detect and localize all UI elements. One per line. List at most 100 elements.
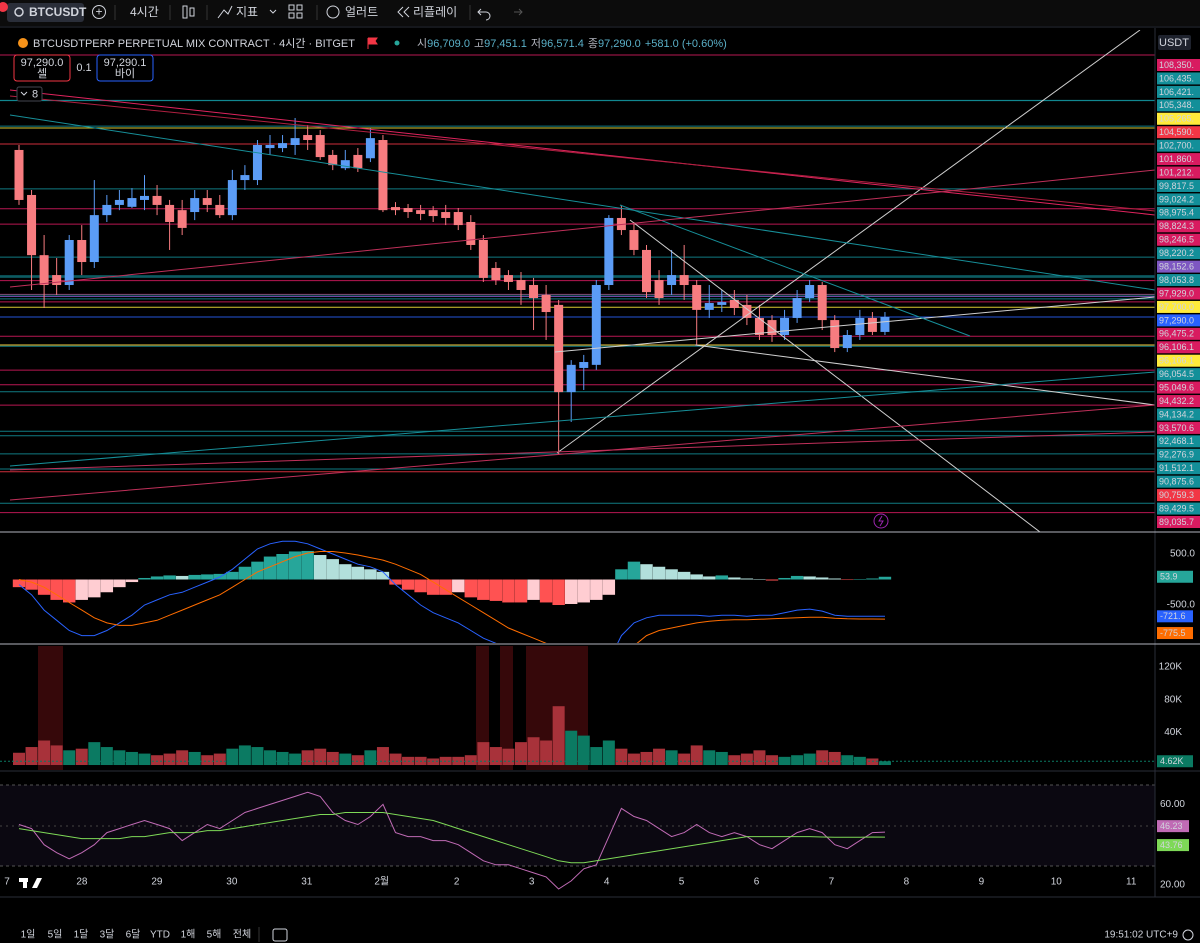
candle-body <box>52 275 62 286</box>
candle-body <box>792 298 802 318</box>
volume-bar <box>364 750 377 766</box>
macd-histogram-bar <box>163 575 176 580</box>
price-label-bg <box>1157 314 1200 327</box>
event-icon[interactable] <box>873 513 889 529</box>
x-tick-label: 4 <box>604 877 610 888</box>
price-label-bg <box>1157 72 1200 85</box>
trendline[interactable] <box>619 204 971 337</box>
redo[interactable] <box>514 8 523 16</box>
range-button[interactable]: 5해 <box>207 928 222 941</box>
candle-body <box>140 195 149 200</box>
price-label-bg <box>1157 368 1200 381</box>
undo[interactable] <box>477 8 491 21</box>
flag[interactable] <box>367 37 378 49</box>
volume-bar <box>627 753 640 766</box>
trendline[interactable] <box>9 431 1155 471</box>
logo-part <box>23 878 27 888</box>
add-symbol[interactable] <box>92 5 106 19</box>
symbol-box[interactable] <box>7 3 84 22</box>
candle-body <box>14 149 24 200</box>
range-button[interactable]: 1달 <box>74 929 89 941</box>
macd-histogram-bar <box>50 579 63 600</box>
trendline[interactable] <box>9 89 1155 216</box>
macd-histogram-bar <box>288 551 302 580</box>
volume-bar <box>615 748 628 766</box>
indicators[interactable]: 지표 <box>236 5 258 19</box>
trendline[interactable] <box>9 371 1155 467</box>
macd-histogram-bar <box>627 561 641 580</box>
chart-type-icon[interactable] <box>182 5 188 19</box>
interval[interactable]: 4시간 <box>130 5 159 19</box>
calendar-icon[interactable] <box>272 928 288 942</box>
layout-icon <box>288 12 295 19</box>
volume-bar <box>251 747 264 766</box>
currency-box[interactable] <box>1158 35 1191 50</box>
trendline[interactable] <box>694 344 1155 406</box>
sell-label[interactable]: 셀 <box>37 67 47 80</box>
range-button[interactable]: YTD <box>150 930 170 941</box>
trendline[interactable] <box>9 114 1155 291</box>
macd-histogram-bar <box>63 579 76 603</box>
range-button[interactable]: 5일 <box>48 929 63 941</box>
volume-bar <box>552 706 565 766</box>
candle-body <box>742 304 752 318</box>
price-label-bg <box>1157 166 1200 179</box>
dropdown-icon[interactable] <box>269 9 277 14</box>
candle-body <box>77 239 87 263</box>
value-label-bg <box>1157 627 1193 640</box>
trendline[interactable] <box>554 296 1155 353</box>
price-label: 98,824.3 <box>1159 221 1194 231</box>
symbol[interactable]: BTCUSDT <box>29 5 87 19</box>
price-label: 93,570.6 <box>1159 423 1194 433</box>
candle-body <box>466 221 476 245</box>
range-button[interactable]: 3달 <box>100 929 115 941</box>
price-label-bg <box>1157 99 1200 112</box>
candle-body <box>89 215 99 263</box>
volume-bar <box>452 756 465 766</box>
sell-price[interactable]: 97,290.0 <box>21 57 64 69</box>
trendline[interactable] <box>556 30 1141 454</box>
price-label-bg <box>1157 354 1200 367</box>
range-button[interactable]: 전체 <box>233 929 251 941</box>
layout-icon <box>296 4 303 11</box>
price-label-bg <box>1157 206 1200 219</box>
price-label: 108,350. <box>1159 60 1194 70</box>
price-label-bg <box>1157 502 1200 515</box>
range-button[interactable]: 1일 <box>21 929 36 941</box>
indicator-toggle[interactable] <box>16 86 43 102</box>
x-tick-label: 8 <box>904 877 910 888</box>
buy-button[interactable] <box>96 54 154 82</box>
alert[interactable]: 얼러트 <box>345 5 378 19</box>
replay[interactable]: 리플레이 <box>413 5 457 19</box>
trendline[interactable] <box>9 404 1155 501</box>
trendline[interactable] <box>9 169 1155 288</box>
bottom-bar: 1일 5일 1달 3달 6달 YTD 1해 5해 전체 19:51:02 UTC+9 <box>0 921 1200 943</box>
price-label-bg <box>1157 247 1200 260</box>
macd-histogram-bar <box>201 574 214 580</box>
price-label: 94,134.2 <box>1159 409 1194 419</box>
volume-bar <box>201 755 214 766</box>
trendline[interactable] <box>629 219 1041 532</box>
value-label-bg <box>1157 755 1193 768</box>
trendline[interactable] <box>9 95 1155 212</box>
candle-body <box>378 140 388 211</box>
buy-price[interactable]: 97,290.1 <box>104 57 147 69</box>
volume-bar <box>151 755 164 766</box>
bottom-bg <box>0 921 1200 943</box>
range-button[interactable]: 1해 <box>181 928 196 941</box>
layout-icon[interactable] <box>288 4 295 11</box>
sell-button[interactable] <box>13 54 71 82</box>
macd-histogram-bar <box>401 579 415 590</box>
rsi-pane <box>18 791 886 890</box>
macd-histogram-bar <box>853 578 867 580</box>
macd-histogram-bar <box>75 579 88 600</box>
candle-body <box>165 204 175 222</box>
value-label: 46.23 <box>1160 821 1183 831</box>
buy-label[interactable]: 바이 <box>115 67 135 80</box>
price-label-bg <box>1157 139 1200 152</box>
ohlc: 시96,709.0 고97,451.1 저96,571.4 종97,290.0 +581… <box>417 37 727 50</box>
settings-icon[interactable] <box>1182 929 1194 941</box>
range-button[interactable]: 6달 <box>126 929 141 941</box>
candle-body <box>478 239 488 278</box>
macd-histogram-bar <box>339 564 352 580</box>
